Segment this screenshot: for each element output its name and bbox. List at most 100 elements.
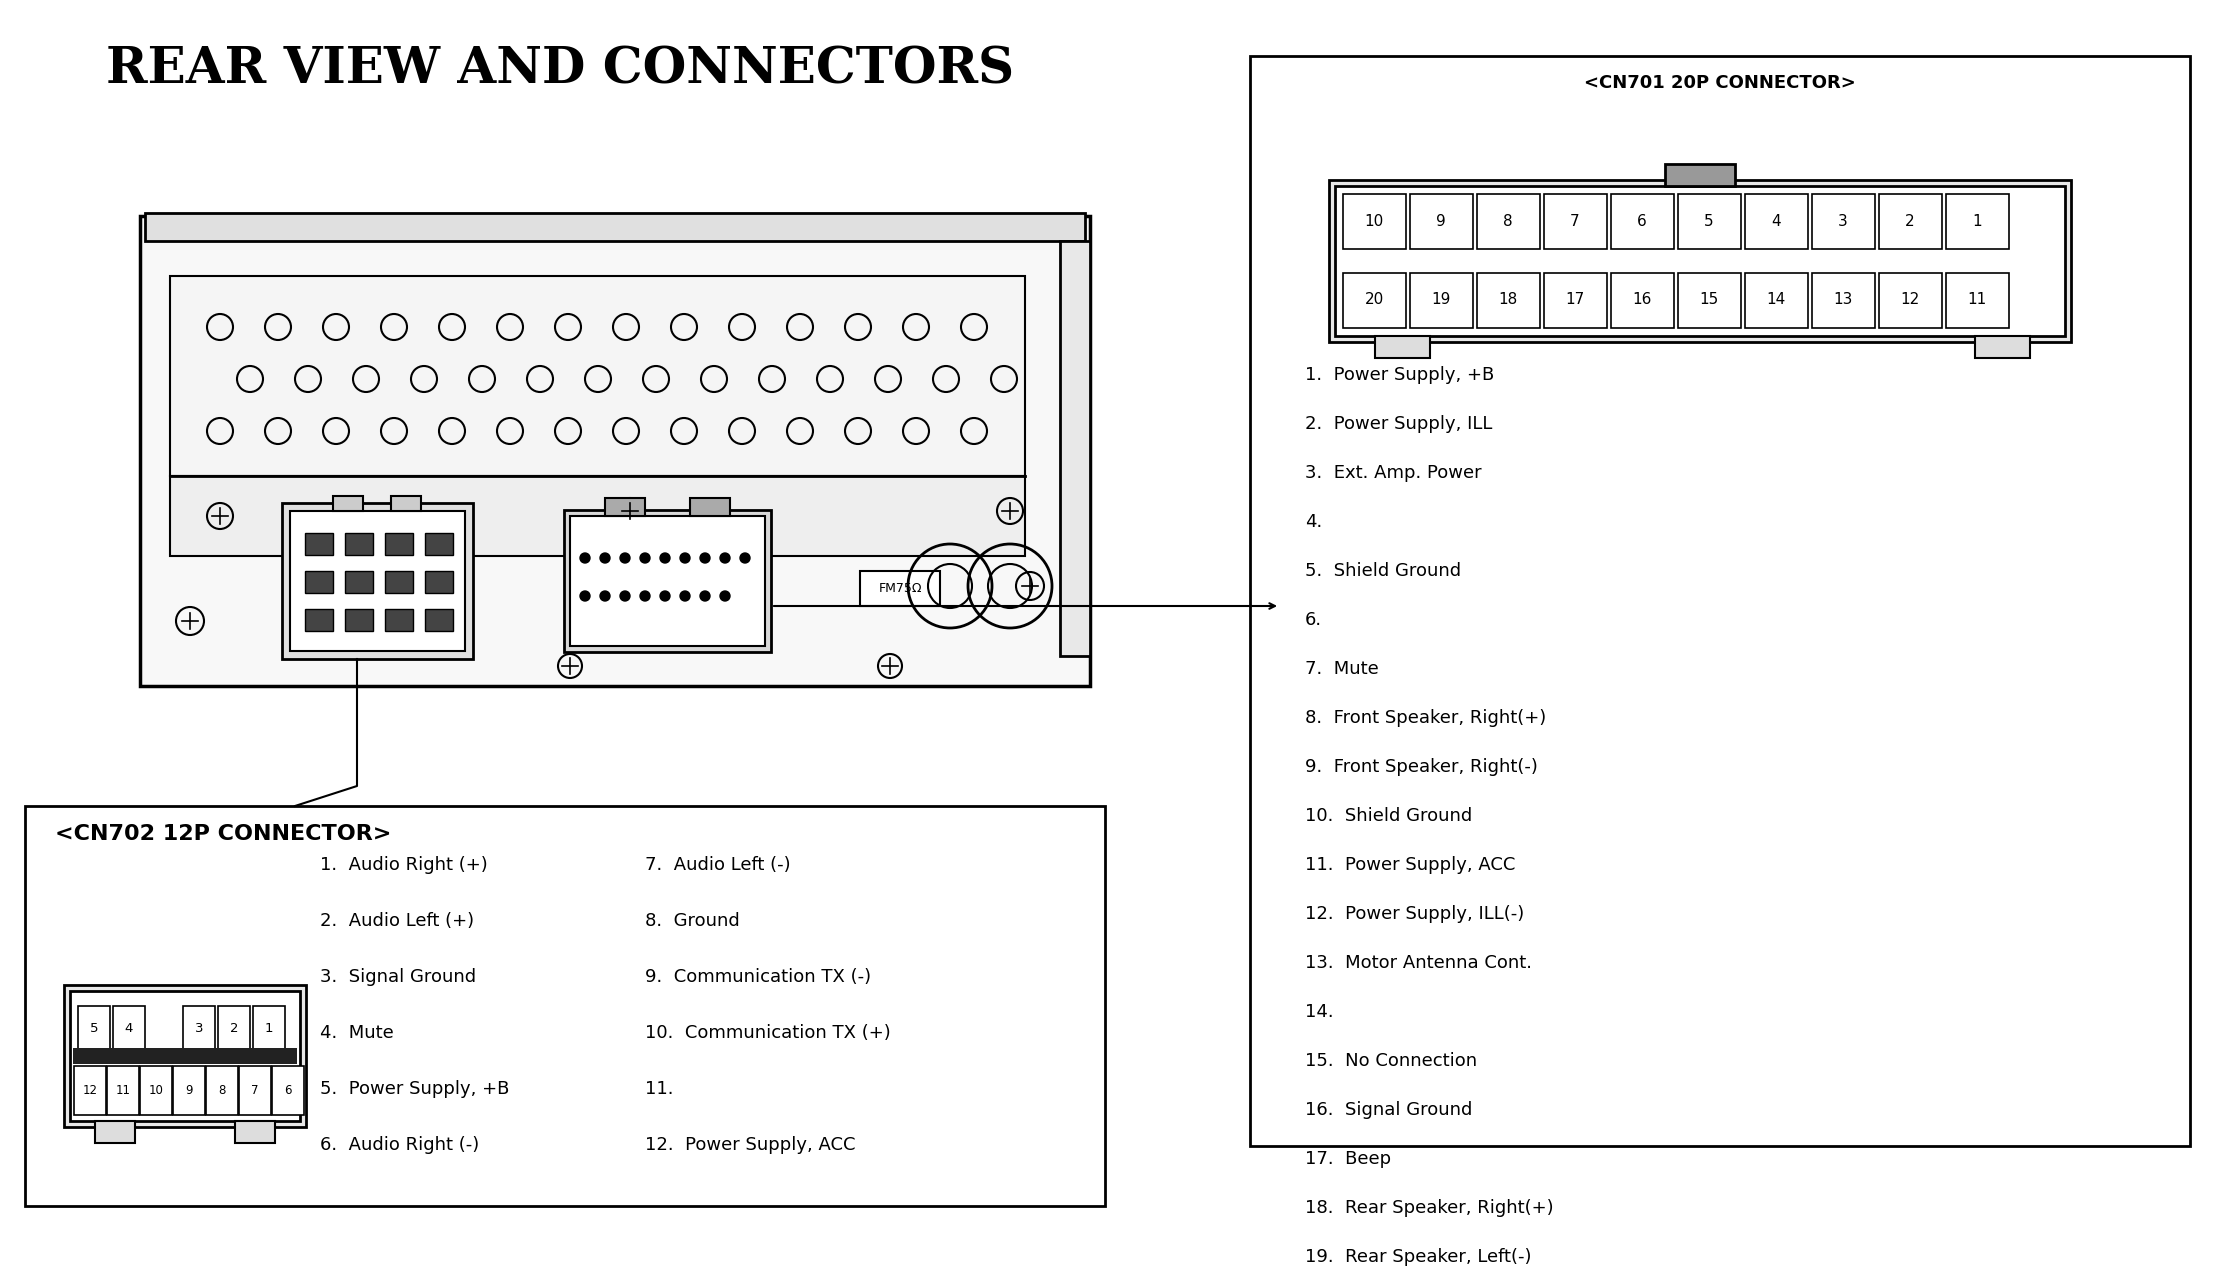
Text: 2.  Audio Left (+): 2. Audio Left (+) — [321, 912, 474, 931]
Bar — [1879, 273, 1941, 328]
Bar — [1329, 180, 2070, 342]
Bar — [1745, 194, 1808, 249]
Text: <CN702 12P CONNECTOR>: <CN702 12P CONNECTOR> — [56, 824, 392, 844]
Bar — [425, 533, 454, 555]
Bar — [1545, 273, 1607, 328]
Text: 8: 8 — [1503, 214, 1514, 228]
Bar — [305, 533, 334, 555]
Text: 6.  Audio Right (-): 6. Audio Right (-) — [321, 1136, 479, 1155]
Text: 3.  Signal Ground: 3. Signal Ground — [321, 968, 476, 986]
Bar — [1376, 335, 1429, 358]
Text: 15.  No Connection: 15. No Connection — [1304, 1052, 1478, 1070]
Bar — [140, 1066, 171, 1115]
Bar — [392, 496, 421, 511]
Bar — [425, 609, 454, 630]
Circle shape — [621, 553, 630, 563]
Text: 2: 2 — [1905, 214, 1914, 228]
Text: 10.  Communication TX (+): 10. Communication TX (+) — [646, 1024, 890, 1042]
Bar — [254, 1006, 285, 1051]
Bar — [1678, 194, 1741, 249]
Bar — [605, 498, 646, 517]
Text: 8.  Front Speaker, Right(+): 8. Front Speaker, Right(+) — [1304, 709, 1547, 727]
Bar — [1665, 165, 1734, 186]
Text: 4: 4 — [1772, 214, 1781, 228]
Bar — [1612, 194, 1674, 249]
Text: 4.: 4. — [1304, 513, 1322, 530]
Text: 11.: 11. — [646, 1080, 674, 1098]
Text: 9.  Front Speaker, Right(-): 9. Front Speaker, Right(-) — [1304, 758, 1538, 776]
Bar — [114, 1006, 145, 1051]
Bar — [1946, 194, 2010, 249]
Text: <CN701 20P CONNECTOR>: <CN701 20P CONNECTOR> — [1585, 73, 1856, 92]
Circle shape — [679, 553, 690, 563]
Bar — [563, 510, 770, 652]
Bar — [73, 1048, 296, 1063]
Text: 12.  Power Supply, ACC: 12. Power Supply, ACC — [646, 1136, 855, 1155]
Text: FM75Ω: FM75Ω — [879, 582, 922, 595]
Bar — [1545, 194, 1607, 249]
Text: 18: 18 — [1498, 292, 1518, 308]
Text: 3: 3 — [194, 1022, 203, 1036]
Circle shape — [679, 591, 690, 601]
Bar — [425, 571, 454, 592]
Text: 19: 19 — [1431, 292, 1451, 308]
Bar — [69, 991, 301, 1120]
Text: 12: 12 — [1901, 292, 1919, 308]
Text: 9.  Communication TX (-): 9. Communication TX (-) — [646, 968, 870, 986]
Text: 7.  Audio Left (-): 7. Audio Left (-) — [646, 856, 790, 874]
Text: 17: 17 — [1565, 292, 1585, 308]
Bar — [1612, 273, 1674, 328]
Text: 5.  Shield Ground: 5. Shield Ground — [1304, 562, 1460, 580]
Text: 1.  Audio Right (+): 1. Audio Right (+) — [321, 856, 487, 874]
Text: 7: 7 — [1569, 214, 1580, 228]
Text: 4: 4 — [125, 1022, 134, 1036]
Bar — [1478, 273, 1540, 328]
Bar — [385, 571, 414, 592]
Bar — [73, 1066, 107, 1115]
Circle shape — [601, 591, 610, 601]
Text: 12: 12 — [82, 1084, 98, 1098]
Text: 7: 7 — [252, 1084, 258, 1098]
Circle shape — [659, 591, 670, 601]
Bar — [1974, 335, 2030, 358]
Text: 16: 16 — [1632, 292, 1652, 308]
Text: 13: 13 — [1834, 292, 1852, 308]
Circle shape — [581, 591, 590, 601]
Text: 8.  Ground: 8. Ground — [646, 912, 739, 931]
Bar — [1879, 194, 1941, 249]
Circle shape — [581, 553, 590, 563]
Bar — [305, 609, 334, 630]
Text: 11: 11 — [1968, 292, 1986, 308]
Bar — [345, 533, 374, 555]
Text: 6: 6 — [1636, 214, 1647, 228]
Bar — [385, 609, 414, 630]
Bar — [207, 1066, 238, 1115]
Bar — [1060, 241, 1091, 656]
Text: 3: 3 — [1839, 214, 1848, 228]
Text: 17.  Beep: 17. Beep — [1304, 1150, 1391, 1169]
Bar — [1745, 273, 1808, 328]
Bar — [169, 476, 1024, 556]
Circle shape — [659, 553, 670, 563]
Text: 1: 1 — [265, 1022, 274, 1036]
Text: 19.  Rear Speaker, Left(-): 19. Rear Speaker, Left(-) — [1304, 1248, 1531, 1266]
Text: 18.  Rear Speaker, Right(+): 18. Rear Speaker, Right(+) — [1304, 1199, 1554, 1217]
Text: 6.: 6. — [1304, 611, 1322, 629]
Bar — [24, 806, 1104, 1206]
Bar — [1251, 56, 2190, 1146]
Bar — [78, 1006, 109, 1051]
Bar — [570, 517, 766, 646]
Bar — [1812, 273, 1874, 328]
Bar — [169, 276, 1024, 476]
Bar — [1946, 273, 2010, 328]
Bar — [107, 1066, 138, 1115]
Bar — [236, 1120, 276, 1143]
Text: 12.  Power Supply, ILL(-): 12. Power Supply, ILL(-) — [1304, 905, 1525, 923]
Bar — [1409, 273, 1474, 328]
Text: 13.  Motor Antenna Cont.: 13. Motor Antenna Cont. — [1304, 955, 1531, 972]
Bar — [218, 1006, 249, 1051]
Text: 15: 15 — [1698, 292, 1718, 308]
Circle shape — [699, 591, 710, 601]
Text: 8: 8 — [218, 1084, 225, 1098]
Bar — [345, 609, 374, 630]
